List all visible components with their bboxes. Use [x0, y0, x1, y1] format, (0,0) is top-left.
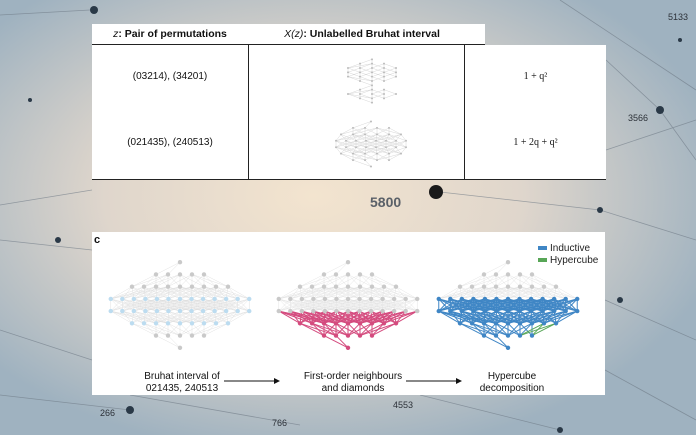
legend-entry-hypercube: Hypercube — [538, 255, 598, 266]
table-header: z: Pair of permutations X(z): Unlabelled… — [92, 24, 485, 45]
table-body: (03214), (34201) (021435), (240513) 1 + … — [92, 45, 606, 180]
legend-entry-inductive: Inductive — [538, 243, 590, 254]
bruhat-interval-graph — [108, 260, 252, 350]
table-cell-pair: (03214), (34201) — [132, 71, 208, 82]
column-header-interval: X(z): Unlabelled Bruhat interval — [284, 28, 440, 40]
bg-number: 3566 — [628, 113, 649, 123]
bg-number: 266 — [100, 408, 116, 418]
bg-number: 5133 — [668, 12, 689, 22]
caption-hypercube: Hypercube decomposition — [479, 371, 545, 394]
table-cell-pair: (021435), (240513) — [127, 137, 213, 148]
caption-bruhat-interval: Bruhat interval of 021435, 240513 — [144, 371, 220, 394]
column-header-pair: z: Pair of permutations — [113, 28, 227, 40]
bruhat-interval-graph — [347, 58, 397, 104]
column-divider — [464, 45, 465, 179]
first-order-neighbours-graph — [276, 260, 420, 350]
bg-number: 766 — [272, 418, 288, 428]
arrow-icon — [406, 378, 462, 384]
arrow-icon — [224, 378, 280, 384]
table-cell-polynomial: 1 + q² — [523, 71, 548, 82]
bg-number: 5800 — [370, 194, 402, 210]
caption-neighbours: First-order neighbours and diamonds — [303, 371, 403, 394]
panel-label: c — [94, 234, 101, 246]
bg-number: 4553 — [393, 400, 414, 410]
panel-c: c Inductive Hypercube Bruhat interval of… — [92, 232, 605, 395]
table-cell-polynomial: 1 + 2q + q² — [513, 137, 558, 148]
hypercube-decomposition-graph — [436, 260, 580, 350]
column-divider — [248, 45, 249, 179]
bruhat-interval-graph — [335, 120, 407, 168]
